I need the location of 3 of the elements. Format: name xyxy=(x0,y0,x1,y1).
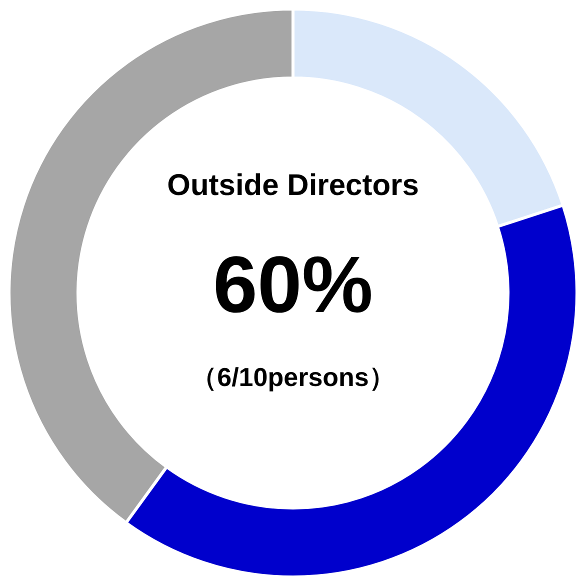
text: 60% xyxy=(212,240,374,329)
text: （6/10persons） xyxy=(191,362,395,392)
text: Outside Directors xyxy=(167,169,419,202)
